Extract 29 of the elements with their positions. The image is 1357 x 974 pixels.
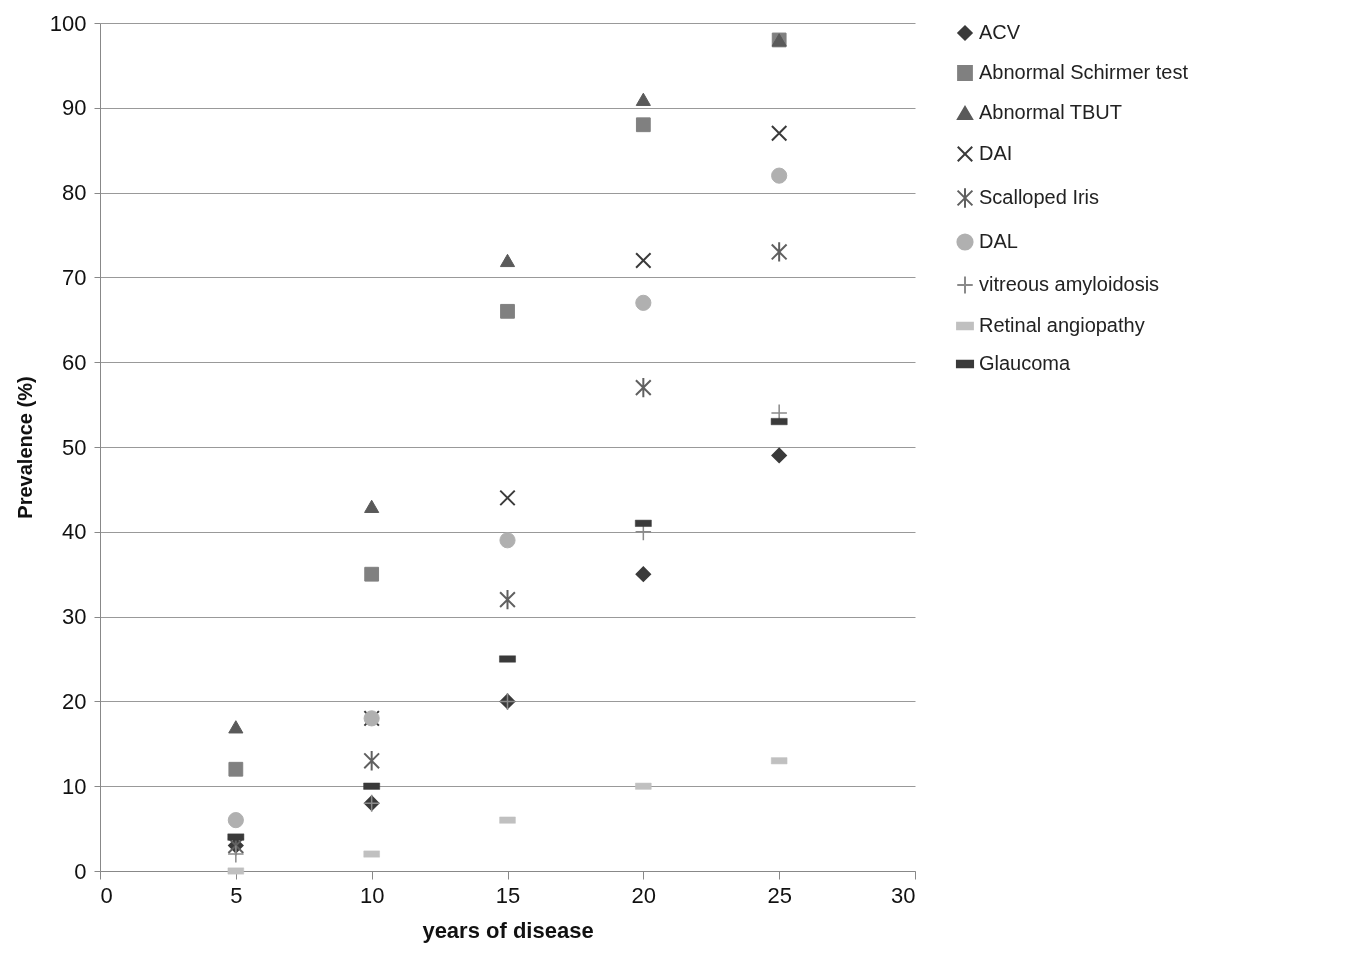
- x-tick-label: 5: [230, 882, 243, 908]
- x-tick-label: 15: [495, 882, 521, 908]
- legend-label: Retinal angiopathy: [979, 314, 1145, 336]
- y-tick-label: 80: [62, 180, 87, 206]
- y-tick-label: 100: [49, 10, 87, 36]
- x-tick-label: 0: [100, 882, 113, 908]
- y-tick-label: 20: [62, 688, 87, 714]
- y-tick-label: 10: [62, 773, 87, 799]
- x-tick-label: 10: [359, 882, 385, 908]
- legend-label: Scalloped Iris: [979, 186, 1100, 208]
- y-tick-label: 70: [62, 264, 87, 290]
- legend-label: Abnormal Schirmer test: [979, 61, 1189, 83]
- x-tick-label: 20: [631, 882, 657, 908]
- y-tick-label: 90: [62, 95, 87, 121]
- legend-label: DAI: [979, 142, 1013, 164]
- y-axis-title: Prevalence (%): [13, 376, 36, 519]
- legend-label: DAL: [979, 230, 1018, 252]
- legend-label: Abnormal TBUT: [979, 101, 1123, 123]
- y-tick-label: 0: [74, 858, 87, 884]
- x-tick-label: 25: [767, 882, 792, 908]
- x-tick-label: 30: [891, 882, 916, 908]
- y-tick-label: 40: [62, 519, 87, 545]
- legend-label: vitreous amyloidosis: [979, 273, 1160, 295]
- legend-label: Glaucoma: [979, 352, 1072, 374]
- legend-label: ACV: [979, 21, 1021, 43]
- x-axis-title: years of disease: [422, 917, 594, 943]
- y-tick-label: 60: [62, 349, 87, 375]
- y-tick-label: 30: [62, 604, 87, 630]
- y-tick-label: 50: [62, 434, 87, 460]
